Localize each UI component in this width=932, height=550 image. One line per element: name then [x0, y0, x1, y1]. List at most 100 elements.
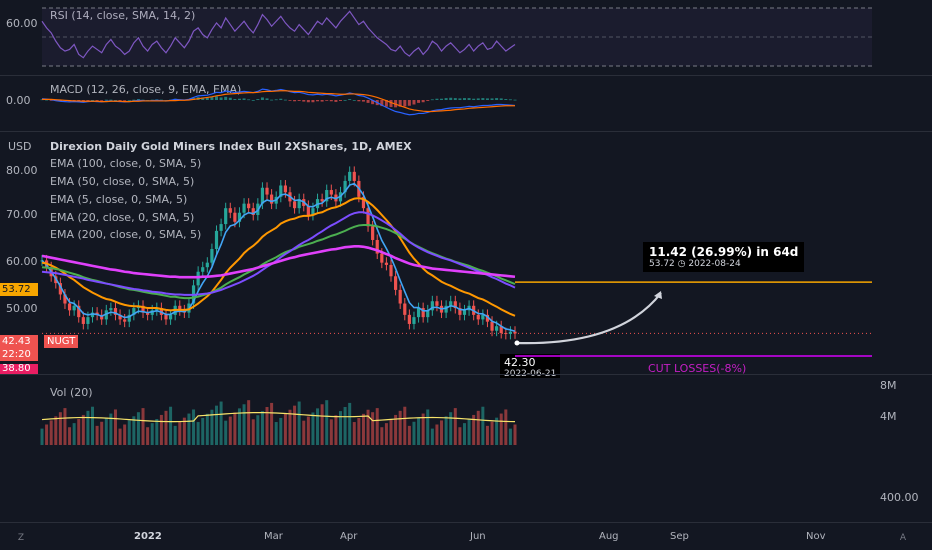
macd-histogram-bar [453, 98, 457, 100]
macd-histogram-bar [343, 100, 347, 101]
volume-legend[interactable]: Vol (20) [50, 386, 93, 399]
macd-pane[interactable]: 0.00 MACD (12, 26, close, 9, EMA, EMA) [0, 76, 932, 131]
volume-bar [219, 401, 223, 445]
macd-histogram-bar [81, 100, 85, 101]
ema-legend-5[interactable]: EMA (5, close, 0, SMA, 5) [50, 193, 188, 206]
volume-bar [182, 417, 186, 445]
low-price-date: 2022-06-21 [504, 369, 556, 378]
volume-tick-8m: 8M [880, 379, 897, 392]
candle-body [214, 230, 219, 250]
projection-date: 2022-08-24 [688, 259, 741, 269]
macd-histogram-bar [426, 100, 430, 101]
volume-bar [334, 415, 338, 445]
rsi-pane[interactable]: 60.00 RSI (14, close, SMA, 14, 2) [0, 0, 932, 75]
volume-bar [251, 419, 255, 445]
candle-body [348, 171, 352, 181]
candle-body [495, 326, 499, 331]
macd-histogram-bar [302, 100, 306, 102]
low-price-value: 42.30 [504, 356, 536, 369]
candle-body [504, 333, 508, 335]
projection-arrow-path [516, 292, 662, 345]
volume-bar [270, 402, 274, 445]
volume-tick-400: 400.00 [880, 491, 919, 504]
candle-body [371, 226, 375, 240]
volume-bar [421, 413, 425, 445]
candle-body [329, 190, 333, 195]
ema-legend-100[interactable]: EMA (100, close, 0, SMA, 5) [50, 157, 202, 170]
volume-ma-line [41, 412, 516, 423]
volume-bar [348, 402, 352, 445]
candle-body [247, 203, 251, 209]
volume-bar [224, 420, 228, 445]
candle-body [361, 196, 366, 209]
macd-histogram-bar [499, 98, 503, 100]
macd-histogram-bar [265, 98, 269, 100]
ema-legend-50[interactable]: EMA (50, close, 0, SMA, 5) [50, 175, 195, 188]
macd-histogram-bar [205, 97, 209, 100]
macd-histogram-bar [357, 100, 361, 102]
macd-histogram-bar [311, 100, 315, 103]
ema-100-line [41, 211, 516, 296]
pane-divider[interactable] [0, 374, 932, 375]
candle-body [90, 312, 95, 318]
candle-body [265, 187, 269, 195]
volume-bar [201, 417, 205, 445]
pane-divider[interactable] [0, 131, 932, 132]
volume-bar [389, 419, 393, 445]
macd-histogram-bar [384, 100, 388, 107]
volume-bar [440, 420, 444, 445]
candle-body [421, 308, 425, 318]
candle-body [485, 314, 490, 322]
candle-body [127, 314, 131, 322]
rsi-legend[interactable]: RSI (14, close, SMA, 14, 2) [50, 9, 196, 22]
volume-bar [417, 417, 421, 445]
macd-histogram-bar [495, 98, 499, 100]
symbol-title[interactable]: Direxion Daily Gold Miners Index Bull 2X… [50, 140, 412, 153]
volume-bar [136, 412, 140, 445]
ema-legend-20[interactable]: EMA (20, close, 0, SMA, 5) [50, 211, 195, 224]
macd-histogram-bar [91, 100, 95, 101]
ema-200-line [41, 245, 516, 279]
pane-divider[interactable] [0, 75, 932, 76]
macd-legend[interactable]: MACD (12, 26, close, 9, EMA, EMA) [50, 83, 242, 96]
volume-bar [380, 427, 384, 445]
auto-scale-icon[interactable]: A [899, 533, 907, 543]
volume-bar [146, 427, 150, 445]
volume-bar [196, 422, 200, 445]
projection-start-point [514, 340, 520, 346]
macd-histogram-bar [472, 98, 476, 100]
candle-body [476, 314, 480, 320]
time-axis-divider[interactable] [0, 522, 932, 523]
macd-histogram-bar [242, 98, 246, 100]
candle-body [205, 262, 209, 268]
candle-body [86, 317, 90, 324]
timezone-icon[interactable]: Z [17, 533, 25, 543]
price-tick-80: 80.00 [6, 164, 38, 177]
rsi-tick: 60.00 [6, 17, 38, 30]
volume-bar [233, 412, 237, 445]
volume-bar [435, 424, 439, 445]
macd-histogram-bar [320, 100, 324, 102]
candle-body [164, 314, 168, 320]
volume-bar [302, 420, 306, 445]
volume-bar [398, 410, 402, 445]
macd-histogram-bar [279, 98, 283, 100]
macd-histogram-bar [288, 100, 292, 101]
macd-histogram-bar [508, 99, 512, 101]
candle-body [403, 303, 407, 315]
candle-body [123, 319, 127, 322]
volume-bar [394, 414, 398, 445]
macd-histogram-bar [371, 100, 375, 105]
volume-bar [371, 412, 375, 445]
candle-body [113, 308, 118, 315]
projection-arrowhead [654, 291, 662, 299]
macd-histogram-bar [201, 97, 205, 100]
macd-histogram-bar [100, 100, 104, 101]
macd-histogram-bar [398, 100, 402, 107]
macd-histogram-bar [412, 100, 416, 105]
volume-bar [237, 408, 241, 445]
volume-tick-4m: 4M [880, 410, 897, 423]
ema-legend-200[interactable]: EMA (200, close, 0, SMA, 5) [50, 228, 202, 241]
volume-bar [150, 423, 154, 445]
